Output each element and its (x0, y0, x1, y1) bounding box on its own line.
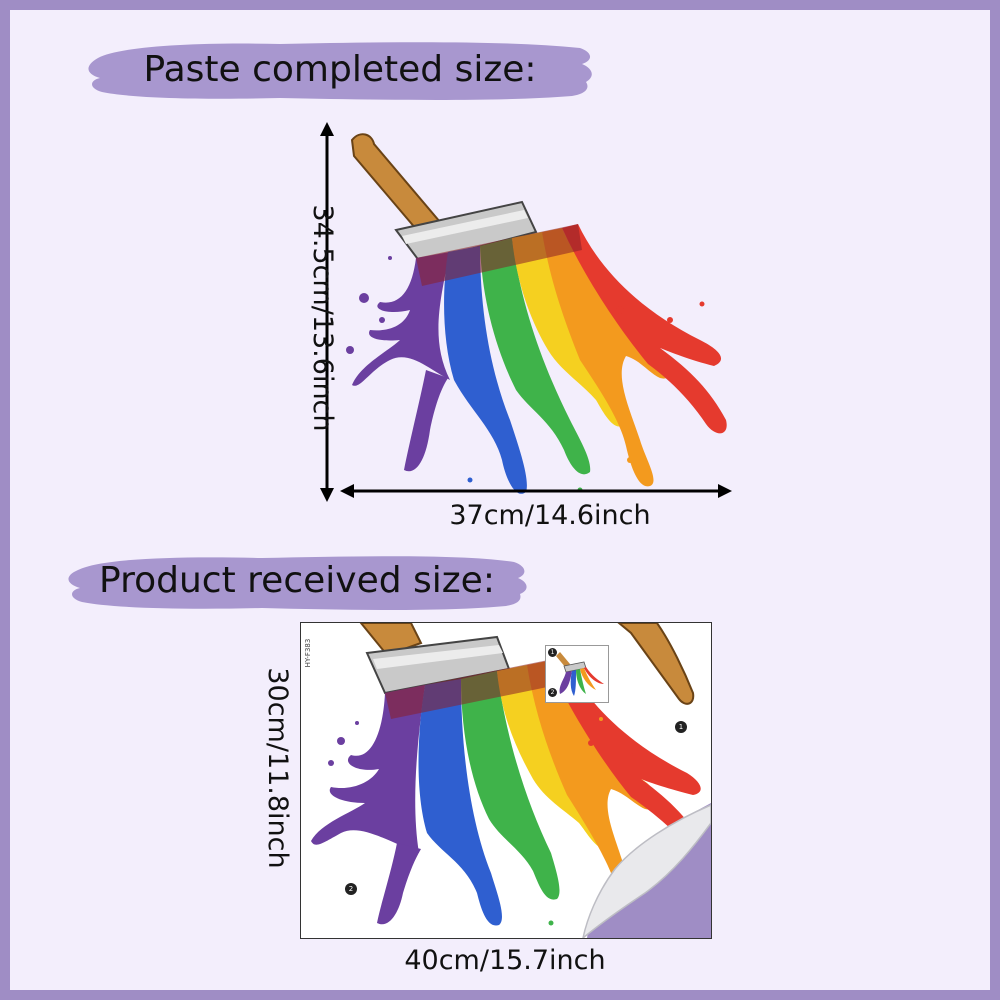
sheet-marker-2: 2 (345, 883, 357, 895)
thumbnail-marker-1: 1 (548, 648, 557, 657)
completed-size-title: Paste completed size: (143, 48, 537, 90)
received-height-label: 30cm/11.8inch (262, 667, 293, 869)
product-sheet: HY-F383 (300, 622, 712, 939)
product-size-infographic: Paste completed size: 34.5cm/13.6inch (10, 10, 990, 990)
received-size-banner: Product received size: (62, 544, 532, 616)
brush-stroke-banner (88, 42, 592, 100)
received-size-title: Product received size: (99, 559, 495, 601)
placement-thumbnail: 1 2 (545, 645, 609, 703)
received-width-label: 40cm/15.7inch (404, 945, 606, 976)
thumbnail-brush-icon (556, 652, 604, 696)
sheet-brush-illustration (311, 623, 711, 938)
sheet-marker-1: 1 (675, 721, 687, 733)
completed-width-arrow (340, 484, 732, 498)
thumbnail-marker-2: 2 (548, 688, 557, 697)
completed-height-arrow (320, 122, 334, 502)
paste-completed-illustration (346, 133, 727, 494)
completed-size-banner: Paste completed size: (80, 28, 600, 110)
completed-width-label: 37cm/14.6inch (449, 500, 651, 531)
completed-height-label: 34.5cm/13.6inch (307, 204, 338, 432)
brush-stroke-banner-2 (68, 556, 527, 610)
